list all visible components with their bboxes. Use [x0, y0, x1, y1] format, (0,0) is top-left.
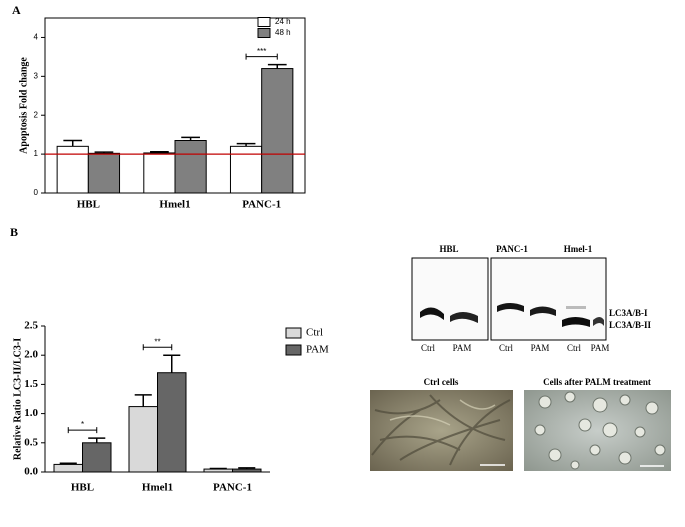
lane-label: PAM — [531, 343, 550, 353]
annotation: ** — [154, 337, 160, 346]
annotation: * — [81, 420, 84, 429]
significance-bracket — [67, 427, 98, 434]
bar — [82, 442, 112, 473]
x-tick-label: Hmel1 — [159, 199, 190, 211]
error-bar — [88, 437, 106, 443]
bar — [174, 140, 207, 194]
x-tick-label: Hmel1 — [142, 482, 173, 494]
y-tick-label: 1.0 — [24, 407, 38, 419]
image-title: Ctrl cells — [424, 377, 459, 387]
panel-label: A — [12, 3, 21, 17]
error-bar — [59, 462, 77, 465]
bar — [87, 152, 121, 194]
blot-group: PANC-1 — [496, 244, 528, 254]
significance-bracket — [142, 344, 173, 351]
error-bar — [267, 63, 287, 69]
error-bar — [134, 394, 152, 407]
bar — [56, 145, 89, 194]
panel-label: B — [10, 225, 18, 239]
band-label: LC3A/B-II — [609, 320, 652, 330]
micrograph — [524, 390, 671, 471]
legend-label: PAM — [306, 344, 329, 356]
lane-label: Ctrl — [421, 343, 436, 353]
y-tick-label: 1 — [34, 149, 39, 158]
legend-swatch — [257, 28, 271, 38]
blot-group: HBL — [439, 244, 458, 254]
micrograph — [370, 390, 513, 471]
legend-label: 48 h — [275, 28, 291, 37]
blot-group: Hmel-1 — [564, 244, 593, 254]
error-bar — [150, 151, 169, 153]
bar — [232, 468, 262, 473]
lane-label: Ctrl — [567, 343, 582, 353]
y-tick-label: 0 — [34, 188, 39, 197]
bar — [143, 152, 176, 194]
legend-label: 24 h — [275, 17, 291, 26]
y-tick-label: 2.5 — [24, 320, 38, 332]
y-tick-label: 1.5 — [24, 378, 38, 390]
bar — [53, 463, 83, 473]
legend-label: Ctrl — [306, 327, 323, 339]
error-bar — [236, 142, 256, 147]
lane-label: PAM — [591, 343, 610, 353]
error-bar — [209, 467, 227, 470]
bar — [128, 406, 158, 473]
bar — [229, 145, 263, 194]
legend-swatch — [285, 327, 302, 339]
x-tick-label: PANC-1 — [213, 482, 252, 494]
western-blot — [411, 257, 607, 341]
x-tick-label: PANC-1 — [242, 199, 281, 211]
band-label: LC3A/B-I — [609, 308, 648, 318]
error-bar — [94, 151, 114, 154]
legend-swatch — [285, 344, 302, 356]
y-tick-label: 0.0 — [24, 466, 38, 478]
x-tick-label: HBL — [71, 482, 94, 494]
y-tick-label: 2 — [34, 110, 39, 119]
y-axis-label: Relative Ratio LC3-II/LC3-I — [12, 338, 23, 460]
y-tick-label: 0.5 — [24, 436, 38, 448]
bar — [203, 468, 233, 473]
error-bar — [238, 467, 256, 470]
y-tick-label: 3 — [34, 71, 39, 80]
bar — [261, 68, 294, 194]
y-tick-label: 2.0 — [24, 349, 38, 361]
lane-label: Ctrl — [499, 343, 514, 353]
annotation: *** — [257, 47, 266, 56]
legend-swatch — [257, 17, 271, 27]
significance-bracket — [245, 53, 278, 60]
x-tick-label: HBL — [77, 199, 100, 211]
bar — [157, 372, 187, 473]
lane-label: PAM — [453, 343, 472, 353]
error-bar — [63, 139, 83, 147]
error-bar — [163, 354, 181, 373]
error-bar — [181, 136, 200, 141]
y-tick-label: 4 — [34, 33, 39, 42]
image-title: Cells after PALM treatment — [543, 377, 651, 387]
y-axis-label: Apoptosis Fold change — [18, 57, 29, 154]
